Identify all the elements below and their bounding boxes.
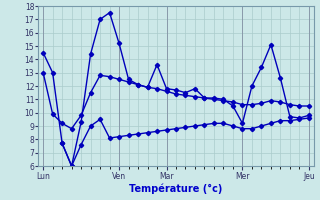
X-axis label: Température (°c): Température (°c): [129, 183, 223, 194]
